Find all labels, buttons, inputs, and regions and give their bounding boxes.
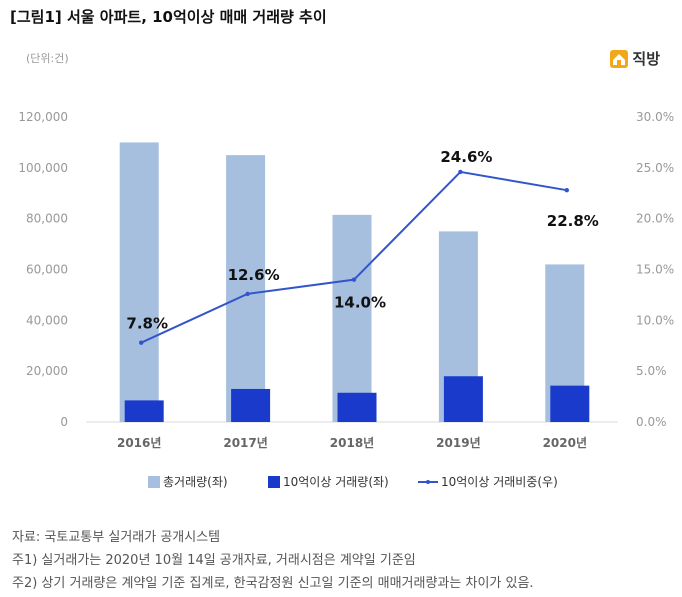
share-data-label: 7.8% bbox=[126, 315, 168, 333]
note-1: 주1) 실거래가는 2020년 10월 14일 공개자료, 거래시점은 계약일 … bbox=[12, 553, 416, 568]
data-labels: 7.8% 12.6% 14.0% 24.6% 22.8% bbox=[126, 148, 598, 333]
over-1b-volume-bar bbox=[231, 388, 271, 422]
over-1b-volume-bar bbox=[337, 392, 377, 422]
legend-over-label: 10억이상 거래량(좌) bbox=[283, 475, 389, 489]
x-tick-label: 2016년 bbox=[117, 436, 161, 450]
left-tick-label: 20,000 bbox=[26, 364, 68, 378]
legend-total-swatch bbox=[148, 476, 160, 488]
x-tick-label: 2017년 bbox=[223, 436, 267, 450]
source-note: 자료: 국토교통부 실거래가 공개시스템 bbox=[12, 530, 221, 545]
notes: 자료: 국토교통부 실거래가 공개시스템 주1) 실거래가는 2020년 10월… bbox=[12, 526, 534, 595]
left-tick-label: 120,000 bbox=[18, 110, 68, 124]
legend-over-swatch bbox=[268, 476, 280, 488]
x-tick-label: 2020년 bbox=[543, 436, 587, 450]
right-tick-label: 25.0% bbox=[636, 161, 674, 175]
x-labels: 2016년 2017년 2018년 2019년 2020년 bbox=[117, 436, 587, 450]
logo-text: 직방 bbox=[632, 50, 660, 68]
left-tick-label: 60,000 bbox=[26, 263, 68, 277]
total-volume-bar bbox=[119, 142, 159, 422]
legend-line-marker bbox=[426, 480, 430, 484]
over-1b-volume-bar bbox=[124, 400, 164, 422]
share-point bbox=[351, 277, 357, 282]
legend: 총거래량(좌) 10억이상 거래량(좌) 10억이상 거래비중(우) bbox=[148, 475, 558, 489]
right-tick-label: 0.0% bbox=[636, 415, 667, 429]
chart-title: [그림1] 서울 아파트, 10억이상 매매 거래량 추이 bbox=[10, 8, 327, 26]
x-tick-label: 2019년 bbox=[436, 436, 480, 450]
right-tick-label: 20.0% bbox=[636, 212, 674, 226]
legend-share-label: 10억이상 거래비중(우) bbox=[441, 475, 558, 489]
bars bbox=[119, 142, 590, 422]
left-axis: 0 20,000 40,000 60,000 80,000 100,000 120,000 bbox=[18, 110, 68, 429]
legend-total-label: 총거래량(좌) bbox=[163, 475, 228, 489]
house-icon bbox=[610, 49, 629, 68]
left-tick-label: 0 bbox=[60, 415, 68, 429]
left-tick-label: 40,000 bbox=[26, 313, 68, 327]
right-tick-label: 10.0% bbox=[636, 313, 674, 327]
left-tick-label: 100,000 bbox=[18, 161, 68, 175]
over-1b-volume-bar bbox=[443, 376, 483, 422]
unit-label: (단위:건) bbox=[26, 52, 69, 65]
share-data-label: 24.6% bbox=[440, 148, 492, 166]
left-tick-label: 80,000 bbox=[26, 212, 68, 226]
note-2: 주2) 상기 거래량은 계약일 기준 집계로, 한국감정원 신고일 기준의 매매… bbox=[12, 576, 534, 591]
right-tick-label: 15.0% bbox=[636, 263, 674, 277]
share-point bbox=[245, 291, 250, 297]
over-1b-volume-bar bbox=[550, 385, 590, 422]
right-tick-label: 5.0% bbox=[636, 364, 667, 378]
share-point bbox=[458, 169, 463, 175]
chart: 020,00040,00060,00080,000100,000120,000 … bbox=[18, 110, 674, 489]
right-tick-label: 30.0% bbox=[636, 110, 674, 124]
share-point bbox=[139, 340, 144, 345]
brand-logo: 직방 bbox=[609, 48, 660, 69]
line-series bbox=[139, 169, 569, 345]
right-axis: 0.0% 5.0% 10.0% 15.0% 20.0% 25.0% 30.0% bbox=[636, 110, 674, 429]
share-data-label: 22.8% bbox=[547, 212, 599, 230]
share-point bbox=[564, 188, 569, 193]
x-tick-label: 2018년 bbox=[330, 436, 374, 450]
share-data-label: 12.6% bbox=[228, 266, 280, 284]
total-volume-bar bbox=[226, 155, 266, 422]
total-volume-bar bbox=[332, 214, 372, 422]
share-data-label: 14.0% bbox=[334, 294, 386, 312]
